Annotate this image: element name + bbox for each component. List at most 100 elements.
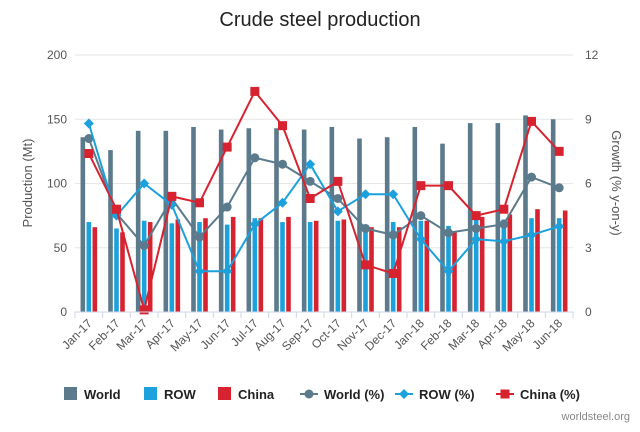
point-china	[388, 268, 398, 278]
point-row	[332, 206, 343, 217]
bar-world	[384, 137, 390, 312]
point-row	[277, 197, 288, 208]
legend-item-row[interactable]: ROW	[144, 387, 197, 402]
bar-china	[479, 216, 485, 312]
point-china	[305, 193, 315, 203]
credit-text[interactable]: worldsteel.org	[561, 411, 630, 423]
bar-world	[274, 128, 279, 312]
x-tick-label: Sep-17	[279, 316, 316, 353]
y-tick-label: 0	[60, 305, 67, 319]
bar-china	[507, 214, 513, 312]
bar-world	[108, 150, 113, 312]
bar-china	[535, 209, 540, 312]
point-world	[250, 153, 260, 163]
bar-row	[280, 222, 285, 312]
y2-axis-title: Growth (% y-on-y)	[609, 130, 624, 235]
bar-china	[120, 232, 125, 312]
point-china	[471, 211, 481, 221]
y2-tick-label: 9	[585, 112, 592, 126]
bar-china	[175, 219, 181, 312]
bar-china	[452, 231, 457, 312]
line-china	[87, 89, 560, 314]
point-world	[444, 228, 453, 238]
point-china	[112, 204, 121, 214]
y2-tick-label: 12	[585, 48, 599, 62]
point-world	[278, 159, 287, 169]
point-world	[361, 223, 370, 233]
bar-world	[357, 138, 362, 312]
line-series	[83, 86, 565, 315]
point-row	[249, 219, 260, 230]
legend-label: World	[84, 387, 121, 402]
point-china	[527, 116, 536, 126]
point-row	[471, 234, 482, 245]
point-world	[195, 232, 204, 242]
point-row	[554, 221, 565, 232]
legend-item-china[interactable]: China	[218, 387, 275, 402]
bar-row	[141, 220, 147, 312]
point-row	[415, 234, 426, 245]
legend-swatch	[218, 387, 231, 400]
point-world	[84, 134, 94, 144]
point-china	[361, 260, 370, 270]
point-china	[444, 181, 453, 191]
bar-world	[246, 128, 252, 312]
point-world	[333, 193, 343, 203]
point-row	[83, 118, 94, 129]
bar-row	[169, 223, 175, 312]
bar-row	[114, 228, 119, 312]
legend: World ROW China World (%) ROW (%) China (%)	[64, 387, 580, 402]
point-china	[84, 149, 94, 159]
bar-world	[440, 143, 445, 312]
point-china	[250, 86, 260, 96]
legend-item-row[interactable]: ROW (%)	[395, 387, 475, 402]
point-world	[388, 230, 398, 240]
x-tick-label: Jun-17	[197, 316, 233, 352]
point-row	[305, 159, 316, 170]
legend-label: ROW	[164, 387, 197, 402]
bar-china	[562, 210, 568, 312]
bar-world	[135, 130, 141, 312]
bar-china	[258, 218, 264, 312]
x-tick-label: Mar-18	[446, 316, 483, 353]
bar-china	[341, 219, 347, 312]
bar-world	[523, 115, 528, 313]
line-world	[87, 138, 560, 248]
point-world	[471, 223, 481, 233]
point-world	[499, 219, 509, 229]
y-tick-label: 100	[47, 177, 67, 191]
legend-item-world[interactable]: World (%)	[300, 387, 384, 402]
bar-row	[307, 222, 313, 312]
bar-china	[286, 216, 291, 312]
bar-world	[495, 123, 501, 312]
legend-marker	[399, 389, 409, 399]
bar-world	[550, 119, 556, 312]
bar-row	[418, 220, 424, 312]
legend-marker	[500, 389, 510, 399]
x-tick-label: Jun-18	[529, 316, 565, 352]
y-axis-title: Production (Mt)	[20, 139, 35, 228]
point-world	[222, 202, 232, 212]
y2-tick-label: 6	[585, 177, 592, 191]
bar-row	[501, 219, 507, 312]
point-china	[139, 305, 149, 315]
point-china	[222, 142, 232, 152]
bar-row	[473, 219, 479, 312]
bar-china	[396, 227, 402, 312]
y-tick-label: 150	[47, 112, 67, 126]
legend-item-world[interactable]: World	[64, 387, 121, 402]
legend-item-china[interactable]: China (%)	[496, 387, 580, 402]
y2-tick-label: 0	[585, 305, 592, 319]
bar-china	[424, 220, 430, 312]
legend-label: China	[238, 387, 275, 402]
point-row	[360, 189, 371, 200]
bar-china	[369, 227, 374, 312]
bar-series	[80, 115, 568, 313]
point-row	[139, 178, 150, 189]
y-tick-label: 200	[47, 48, 67, 62]
point-row	[526, 229, 537, 240]
bar-china	[147, 222, 153, 312]
point-world	[139, 241, 149, 251]
legend-label: World (%)	[324, 387, 384, 402]
bar-row	[335, 220, 341, 312]
